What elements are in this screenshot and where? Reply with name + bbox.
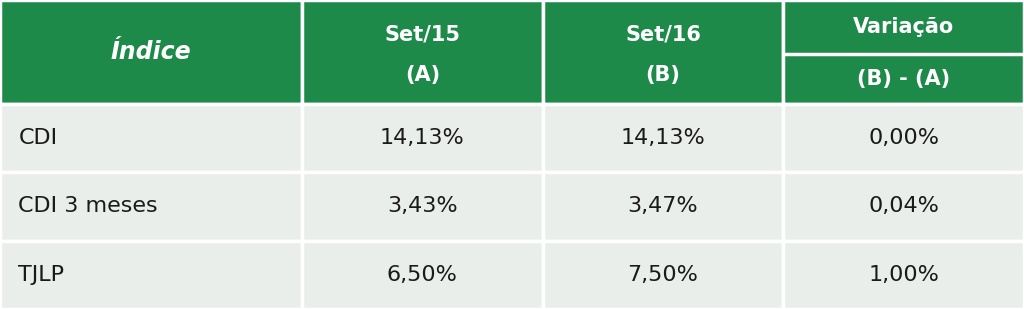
Text: Variação: Variação [853,17,954,37]
Bar [302,0,543,104]
Text: 7,50%: 7,50% [628,265,698,285]
Text: (A): (A) [404,65,440,85]
Text: 3,43%: 3,43% [387,196,458,216]
Text: 3,47%: 3,47% [628,196,698,216]
Bar [302,240,543,309]
Bar [543,240,783,309]
Bar [783,240,1024,309]
Text: (B): (B) [645,65,681,85]
Bar [543,0,783,104]
Text: Set/15: Set/15 [384,24,461,44]
Bar [0,0,302,104]
Bar [0,172,302,240]
Text: 14,13%: 14,13% [380,128,465,148]
Bar [783,104,1024,172]
Bar [302,172,543,240]
Bar [543,104,783,172]
Text: Set/16: Set/16 [625,24,701,44]
Bar [0,240,302,309]
Text: 1,00%: 1,00% [868,265,939,285]
Text: TJLP: TJLP [18,265,65,285]
Text: (B) - (A): (B) - (A) [857,69,950,89]
Bar [0,104,302,172]
Bar [783,0,1024,104]
Text: 14,13%: 14,13% [621,128,706,148]
Text: CDI 3 meses: CDI 3 meses [18,196,158,216]
Text: 0,04%: 0,04% [868,196,939,216]
Text: Índice: Índice [111,40,191,64]
Text: CDI: CDI [18,128,57,148]
Bar [302,104,543,172]
Bar [543,172,783,240]
Bar [783,172,1024,240]
Text: 6,50%: 6,50% [387,265,458,285]
Text: 0,00%: 0,00% [868,128,939,148]
